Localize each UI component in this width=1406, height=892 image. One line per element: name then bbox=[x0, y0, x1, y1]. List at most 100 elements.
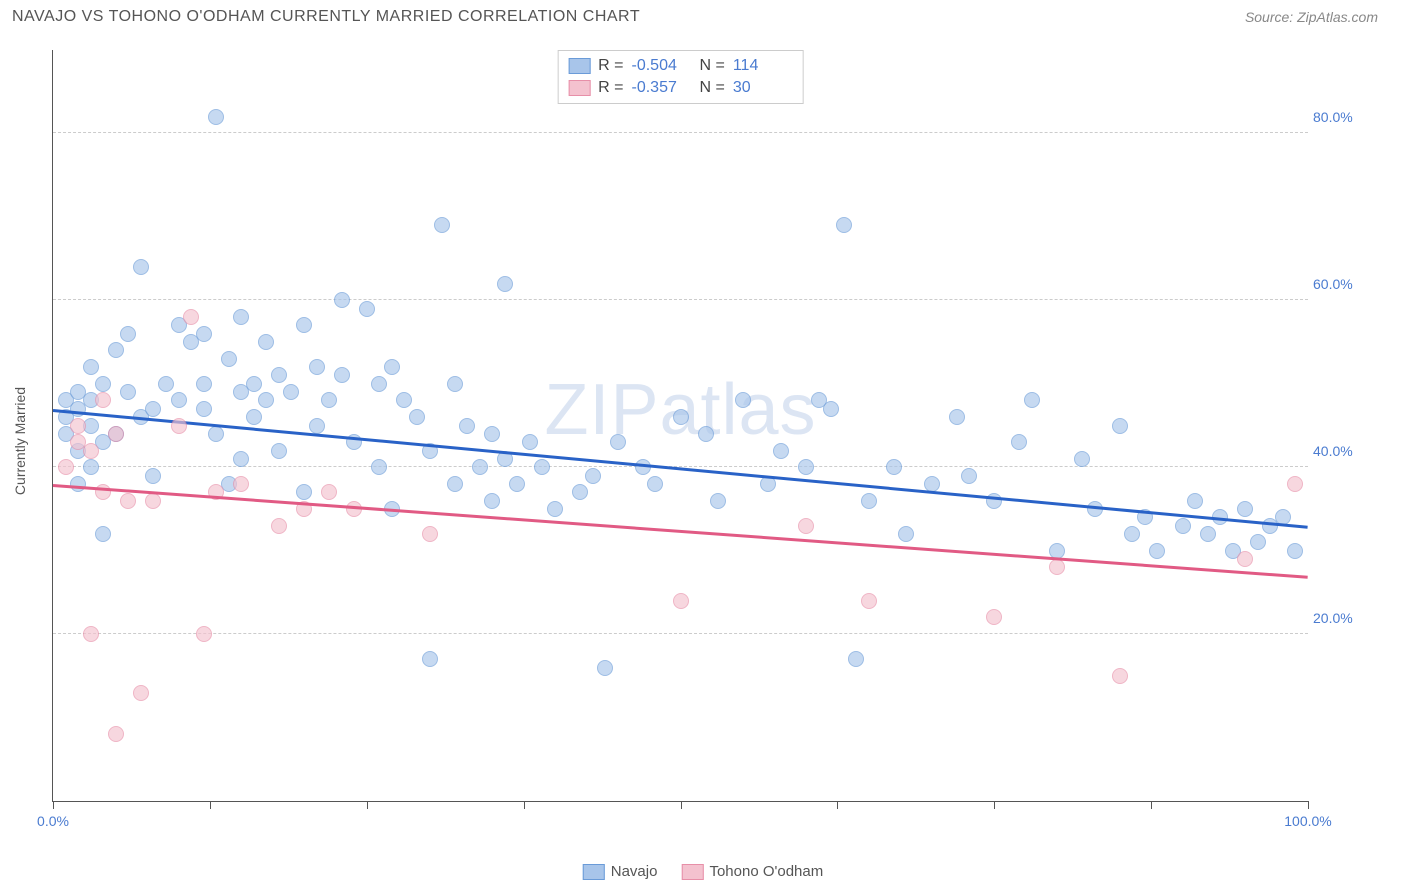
data-point bbox=[196, 626, 212, 642]
data-point bbox=[1112, 668, 1128, 684]
data-point bbox=[472, 459, 488, 475]
data-point bbox=[1250, 534, 1266, 550]
data-point bbox=[710, 493, 726, 509]
data-point bbox=[673, 409, 689, 425]
plot-area: ZIPatlas R =-0.504N =114R =-0.357N =30 2… bbox=[52, 50, 1308, 802]
n-value: 114 bbox=[733, 57, 793, 75]
data-point bbox=[1049, 559, 1065, 575]
x-tick bbox=[1308, 801, 1309, 809]
series-name: Tohono O'odham bbox=[709, 863, 823, 880]
data-point bbox=[120, 384, 136, 400]
n-value: 30 bbox=[733, 79, 793, 97]
data-point bbox=[1287, 476, 1303, 492]
data-point bbox=[171, 392, 187, 408]
data-point bbox=[484, 426, 500, 442]
x-tick bbox=[1151, 801, 1152, 809]
gridline-h bbox=[53, 633, 1308, 634]
series-legend-item: Tohono O'odham bbox=[681, 863, 823, 880]
data-point bbox=[823, 401, 839, 417]
legend-swatch bbox=[681, 864, 703, 880]
data-point bbox=[986, 493, 1002, 509]
data-point bbox=[321, 484, 337, 500]
data-point bbox=[447, 476, 463, 492]
data-point bbox=[359, 301, 375, 317]
data-point bbox=[961, 468, 977, 484]
data-point bbox=[145, 493, 161, 509]
data-point bbox=[95, 392, 111, 408]
x-tick-label: 0.0% bbox=[37, 813, 69, 829]
y-axis-label: Currently Married bbox=[12, 387, 28, 495]
y-tick-label: 60.0% bbox=[1313, 276, 1368, 292]
data-point bbox=[1237, 501, 1253, 517]
r-value: -0.504 bbox=[632, 57, 692, 75]
y-tick-label: 40.0% bbox=[1313, 443, 1368, 459]
data-point bbox=[309, 359, 325, 375]
data-point bbox=[898, 526, 914, 542]
data-point bbox=[83, 626, 99, 642]
data-point bbox=[233, 309, 249, 325]
data-point bbox=[271, 443, 287, 459]
data-point bbox=[208, 426, 224, 442]
series-legend-item: Navajo bbox=[583, 863, 658, 880]
data-point bbox=[1149, 543, 1165, 559]
x-tick-label: 100.0% bbox=[1284, 813, 1331, 829]
data-point bbox=[447, 376, 463, 392]
data-point bbox=[108, 342, 124, 358]
data-point bbox=[673, 593, 689, 609]
r-label: R = bbox=[598, 79, 623, 97]
data-point bbox=[233, 451, 249, 467]
source-attribution: Source: ZipAtlas.com bbox=[1245, 9, 1378, 25]
x-tick bbox=[53, 801, 54, 809]
data-point bbox=[773, 443, 789, 459]
series-name: Navajo bbox=[611, 863, 658, 880]
data-point bbox=[95, 526, 111, 542]
data-point bbox=[836, 217, 852, 233]
data-point bbox=[321, 392, 337, 408]
data-point bbox=[283, 384, 299, 400]
data-point bbox=[221, 351, 237, 367]
data-point bbox=[95, 376, 111, 392]
data-point bbox=[158, 376, 174, 392]
data-point bbox=[1187, 493, 1203, 509]
data-point bbox=[384, 359, 400, 375]
data-point bbox=[296, 317, 312, 333]
data-point bbox=[233, 476, 249, 492]
x-tick bbox=[524, 801, 525, 809]
data-point bbox=[208, 109, 224, 125]
x-tick bbox=[994, 801, 995, 809]
data-point bbox=[196, 376, 212, 392]
data-point bbox=[1287, 543, 1303, 559]
data-point bbox=[798, 459, 814, 475]
data-point bbox=[861, 593, 877, 609]
data-point bbox=[334, 367, 350, 383]
legend-swatch bbox=[583, 864, 605, 880]
data-point bbox=[597, 660, 613, 676]
r-value: -0.357 bbox=[632, 79, 692, 97]
legend-row: R =-0.357N =30 bbox=[568, 77, 793, 99]
data-point bbox=[271, 367, 287, 383]
data-point bbox=[296, 484, 312, 500]
data-point bbox=[133, 259, 149, 275]
data-point bbox=[334, 292, 350, 308]
data-point bbox=[133, 685, 149, 701]
y-tick-label: 20.0% bbox=[1313, 610, 1368, 626]
data-point bbox=[1112, 418, 1128, 434]
data-point bbox=[108, 726, 124, 742]
data-point bbox=[183, 309, 199, 325]
data-point bbox=[83, 359, 99, 375]
data-point bbox=[585, 468, 601, 484]
correlation-legend: R =-0.504N =114R =-0.357N =30 bbox=[557, 50, 804, 104]
data-point bbox=[861, 493, 877, 509]
source-value: ZipAtlas.com bbox=[1297, 9, 1378, 25]
data-point bbox=[196, 326, 212, 342]
data-point bbox=[1175, 518, 1191, 534]
data-point bbox=[522, 434, 538, 450]
data-point bbox=[171, 418, 187, 434]
data-point bbox=[547, 501, 563, 517]
data-point bbox=[509, 476, 525, 492]
chart-container: Currently Married ZIPatlas R =-0.504N =1… bbox=[12, 40, 1378, 842]
legend-swatch bbox=[568, 80, 590, 96]
data-point bbox=[1237, 551, 1253, 567]
data-point bbox=[271, 518, 287, 534]
series-legend: Navajo Tohono O'odham bbox=[583, 863, 823, 880]
